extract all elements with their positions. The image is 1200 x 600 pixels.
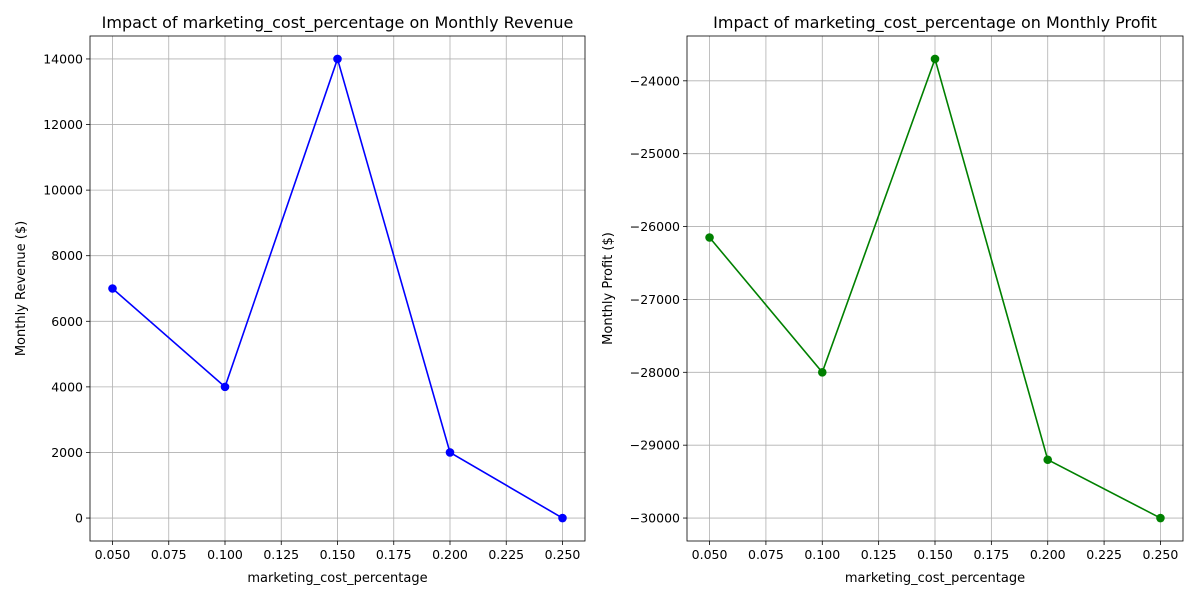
y-axis-ticks: −30000 −29000 −28000 −27000 −26000 −25000 −240… [630,73,687,526]
profit-chart: Impact of marketing_cost_percentage on M… [601,13,1184,586]
plot-area [705,54,1165,523]
x-tick-label: 0.175 [376,547,412,562]
y-tick-label: 6000 [51,314,83,329]
y-tick-label: 12000 [43,117,83,132]
grid [90,36,585,541]
revenue-chart: Impact of marketing_cost_percentage on M… [14,13,586,586]
y-axis-ticks: 0 2000 4000 6000 8000 10000 12000 14000 [43,51,90,526]
x-axis-label: marketing_cost_percentage [845,571,1025,586]
data-point [1043,455,1053,465]
y-tick-label: 14000 [43,51,83,66]
x-tick-label: 0.150 [917,547,953,562]
data-point [108,284,117,293]
x-tick-label: 0.175 [973,547,1009,562]
x-tick-label: 0.125 [861,547,897,562]
chart-title: Impact of marketing_cost_percentage on M… [102,13,574,33]
grid [687,36,1183,541]
x-tick-label: 0.250 [545,547,581,562]
chart-title: Impact of marketing_cost_percentage on M… [713,13,1157,33]
axes-frame [686,35,1184,542]
x-tick-label: 0.050 [95,547,131,562]
x-tick-label: 0.250 [1143,547,1179,562]
data-point [333,54,342,64]
y-tick-label: −28000 [630,365,680,380]
data-point [220,382,230,392]
data-point [1156,513,1165,523]
x-tick-label: 0.225 [1086,547,1122,562]
data-point [705,233,714,242]
y-axis-label: Monthly Profit ($) [601,232,616,345]
x-tick-label: 0.125 [263,547,299,562]
plot-area [108,54,567,523]
x-axis-ticks: 0.050 0.075 0.100 0.125 0.150 0.175 0.200 0.225… [95,541,581,562]
data-point [558,513,567,523]
y-tick-label: 2000 [51,445,83,460]
x-tick-label: 0.200 [1030,547,1066,562]
x-tick-label: 0.050 [692,547,728,562]
y-tick-label: −25000 [630,146,680,161]
x-tick-label: 0.225 [488,547,524,562]
y-tick-label: −26000 [630,219,680,234]
x-tick-label: 0.075 [748,547,784,562]
x-tick-label: 0.075 [151,547,187,562]
data-point [445,448,455,457]
x-axis-ticks: 0.050 0.075 0.100 0.125 0.150 0.175 0.200 0.225… [692,541,1179,562]
y-tick-label: −30000 [630,511,680,526]
y-tick-label: −27000 [630,292,680,307]
y-axis-label: Monthly Revenue ($) [14,221,29,356]
data-point [817,368,827,377]
y-tick-label: 0 [75,511,83,526]
axes-frame [89,35,586,542]
x-tick-label: 0.150 [320,547,356,562]
y-tick-label: 10000 [43,183,83,198]
y-tick-label: 4000 [51,379,83,394]
x-tick-label: 0.100 [207,547,243,562]
x-axis-label: marketing_cost_percentage [247,571,427,586]
y-tick-label: −29000 [630,438,680,453]
x-tick-label: 0.100 [804,547,840,562]
x-tick-label: 0.200 [432,547,468,562]
y-tick-label: 8000 [51,248,83,263]
data-point [930,54,940,64]
y-tick-label: −24000 [630,73,680,88]
